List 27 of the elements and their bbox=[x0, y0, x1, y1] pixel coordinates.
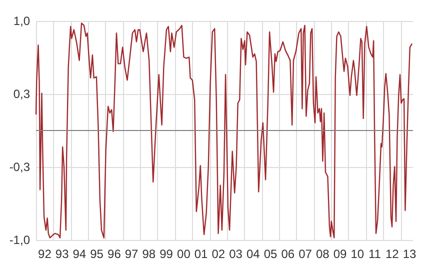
x-tick-label: 03 bbox=[229, 247, 243, 261]
x-tick-label: 08 bbox=[316, 247, 330, 261]
y-tick-label: 1,0 bbox=[13, 14, 30, 28]
x-tick-label: 10 bbox=[350, 247, 364, 261]
x-tick-label: 98 bbox=[142, 247, 156, 261]
y-tick-label: -1,0 bbox=[9, 233, 30, 247]
y-tick-label: -0,3 bbox=[9, 160, 30, 174]
x-tick-label: 11 bbox=[368, 247, 382, 261]
x-tick-label: 13 bbox=[402, 247, 417, 261]
x-tick-label: 06 bbox=[281, 247, 295, 261]
x-tick-label: 07 bbox=[298, 247, 312, 261]
x-tick-label: 93 bbox=[55, 247, 70, 261]
x-tick-label: 94 bbox=[72, 247, 86, 261]
x-tick-label: 05 bbox=[264, 247, 278, 261]
x-tick-label: 01 bbox=[194, 247, 208, 261]
x-tick-label: 96 bbox=[108, 247, 122, 261]
x-tick-label: 12 bbox=[385, 247, 400, 261]
x-tick-label: 97 bbox=[124, 247, 139, 261]
x-tick-label: 95 bbox=[90, 247, 104, 261]
x-tick-label: 99 bbox=[160, 247, 174, 261]
x-tick-label: 00 bbox=[177, 247, 191, 261]
line-series bbox=[35, 22, 412, 238]
x-tick-label: 04 bbox=[246, 247, 260, 261]
x-tick-label: 92 bbox=[38, 247, 52, 261]
x-tick-label: 09 bbox=[333, 247, 348, 261]
x-tick-label: 02 bbox=[212, 247, 226, 261]
y-tick-label: 0,3 bbox=[13, 87, 30, 102]
